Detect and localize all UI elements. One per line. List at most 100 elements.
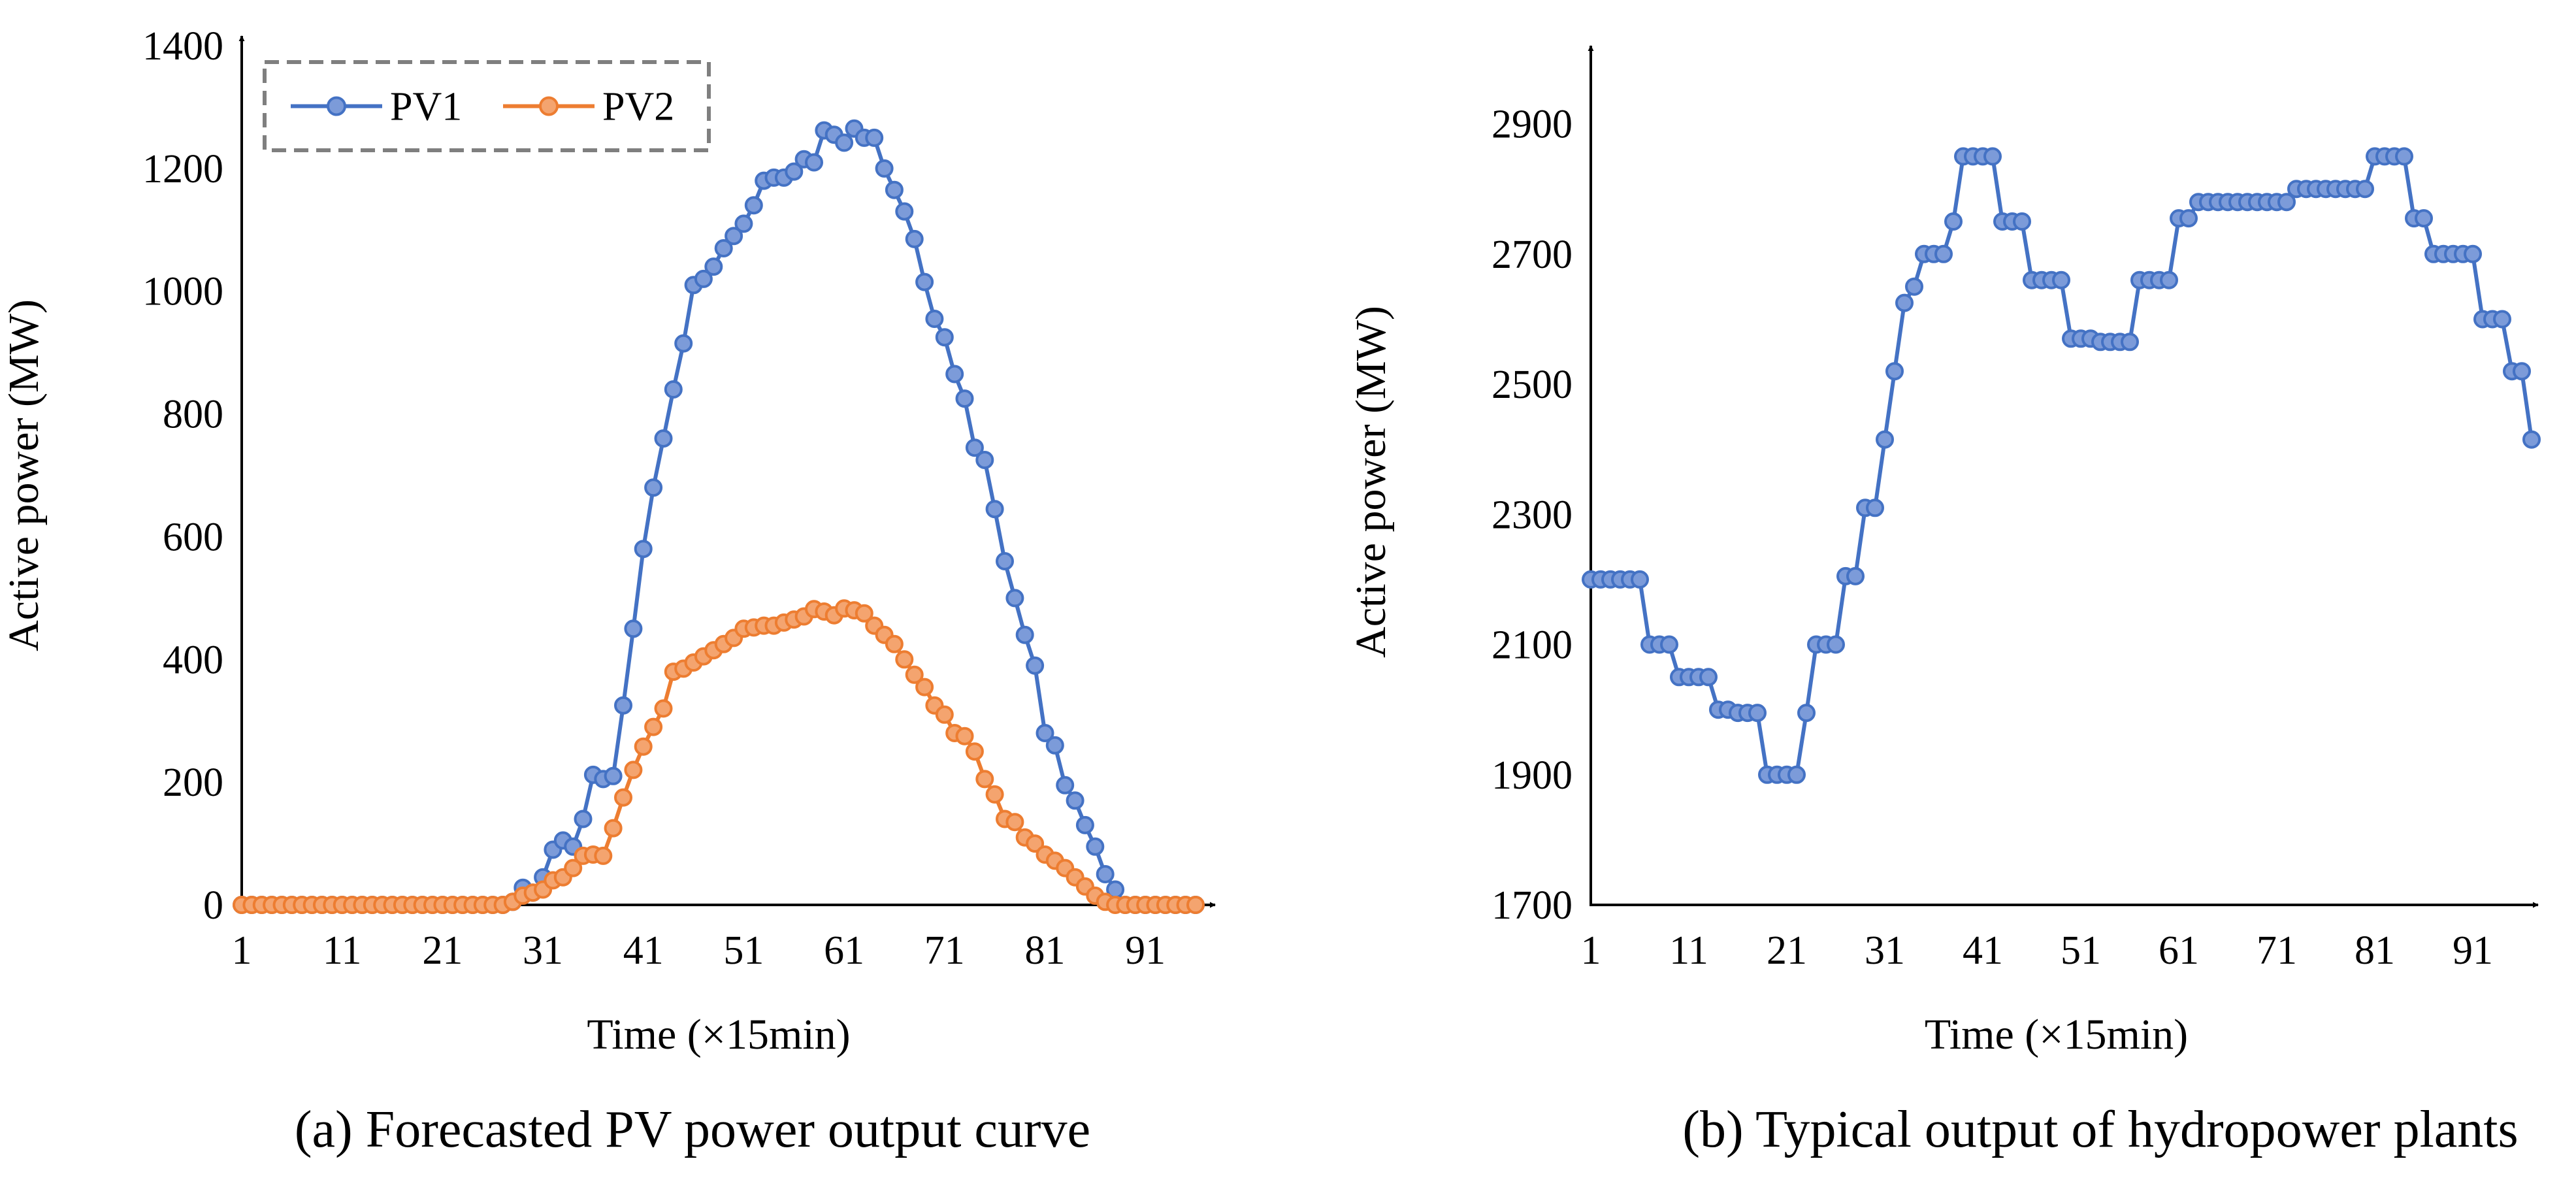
x-tick-label: 81 <box>2355 928 2395 973</box>
data-point <box>1066 791 1084 810</box>
data-point <box>1005 813 1024 832</box>
data-point <box>2415 209 2433 228</box>
data-point <box>2493 310 2511 329</box>
legend-label-pv1: PV1 <box>390 85 462 129</box>
data-point <box>1045 736 1064 755</box>
data-point <box>975 451 994 469</box>
series-line <box>1591 154 2534 777</box>
data-point <box>2013 212 2031 231</box>
data-point <box>895 650 914 669</box>
data-point <box>1026 834 1045 853</box>
x-tick-label: 11 <box>323 928 362 973</box>
data-point <box>1631 570 1649 589</box>
x-tick-label: 41 <box>623 928 664 973</box>
y-tick-label: 1000 <box>142 270 223 314</box>
y-tick-label: 600 <box>163 515 223 559</box>
y-tick-label: 2300 <box>1492 493 1573 537</box>
x-tick-label: 11 <box>1669 928 1708 973</box>
data-point <box>945 365 964 384</box>
data-point <box>674 334 693 353</box>
x-tick-label: 1 <box>232 928 252 973</box>
data-point <box>1797 704 1816 723</box>
data-point <box>1026 656 1045 675</box>
data-point <box>1895 293 1914 312</box>
data-point <box>624 619 643 638</box>
data-point <box>996 552 1014 570</box>
data-point <box>644 717 663 736</box>
data-point <box>2356 180 2374 199</box>
data-point <box>905 665 924 684</box>
data-point <box>1005 589 1024 608</box>
data-point <box>614 788 632 807</box>
y-tick-label: 1200 <box>142 147 223 191</box>
data-point <box>604 766 623 785</box>
y-tick-label: 1900 <box>1492 753 1573 798</box>
data-point <box>985 500 1004 519</box>
data-point <box>1075 815 1094 834</box>
data-point <box>1748 704 1767 723</box>
data-point <box>2179 209 2198 228</box>
y-tick-label: 1700 <box>1492 883 1573 928</box>
data-point <box>855 604 873 623</box>
x-tick-label: 21 <box>1767 928 1807 973</box>
data-point <box>915 678 934 696</box>
x-tick-label: 21 <box>422 928 463 973</box>
data-point <box>875 159 894 178</box>
data-point <box>965 742 984 761</box>
x-tick-label: 81 <box>1024 928 1065 973</box>
legend-swatch-marker <box>327 96 346 116</box>
data-point <box>1096 865 1115 883</box>
data-point <box>1983 147 2002 166</box>
data-point <box>1866 499 1884 517</box>
data-point <box>1885 362 1904 381</box>
y-tick-label: 800 <box>163 393 223 437</box>
x-tick-label: 51 <box>2061 928 2101 973</box>
data-point <box>2121 333 2139 352</box>
data-point <box>1086 837 1105 856</box>
data-point <box>1015 625 1034 644</box>
data-point <box>2395 147 2413 166</box>
y-tick-label: 1400 <box>142 24 223 69</box>
data-point <box>2160 270 2178 289</box>
data-point <box>935 705 954 724</box>
data-point <box>664 380 683 399</box>
data-point <box>975 770 994 789</box>
data-point <box>955 727 974 745</box>
data-point <box>805 153 823 172</box>
data-point <box>2513 362 2531 381</box>
y-axis-title: Active power (MW) <box>1347 306 1395 658</box>
data-point <box>644 478 663 497</box>
x-tick-label: 61 <box>824 928 864 973</box>
data-point <box>1787 765 1806 784</box>
data-point <box>865 128 884 147</box>
data-point <box>654 699 673 718</box>
legend-swatch-marker <box>539 96 559 116</box>
data-point <box>574 810 593 828</box>
x-axis-title: Time (×15min) <box>587 1011 850 1058</box>
data-point <box>2464 244 2482 263</box>
data-point <box>744 196 763 215</box>
data-point <box>564 859 583 877</box>
data-point <box>1905 277 1923 296</box>
series-pv1 <box>233 119 1205 914</box>
y-tick-label: 0 <box>203 883 223 928</box>
data-point <box>1934 244 1953 263</box>
legend-label-pv2: PV2 <box>602 85 674 129</box>
data-point <box>714 239 733 257</box>
x-tick-label: 41 <box>1963 928 2003 973</box>
data-point <box>915 272 934 291</box>
data-point <box>2277 193 2296 212</box>
x-tick-label: 91 <box>1125 928 1166 973</box>
legend: PV1 PV2 <box>263 60 711 152</box>
x-tick-label: 51 <box>723 928 764 973</box>
x-tick-label: 71 <box>2257 928 2297 973</box>
data-point <box>965 438 984 457</box>
data-point <box>985 785 1004 804</box>
data-point <box>594 846 613 865</box>
data-point <box>1876 430 1894 449</box>
data-point <box>1827 635 1845 654</box>
